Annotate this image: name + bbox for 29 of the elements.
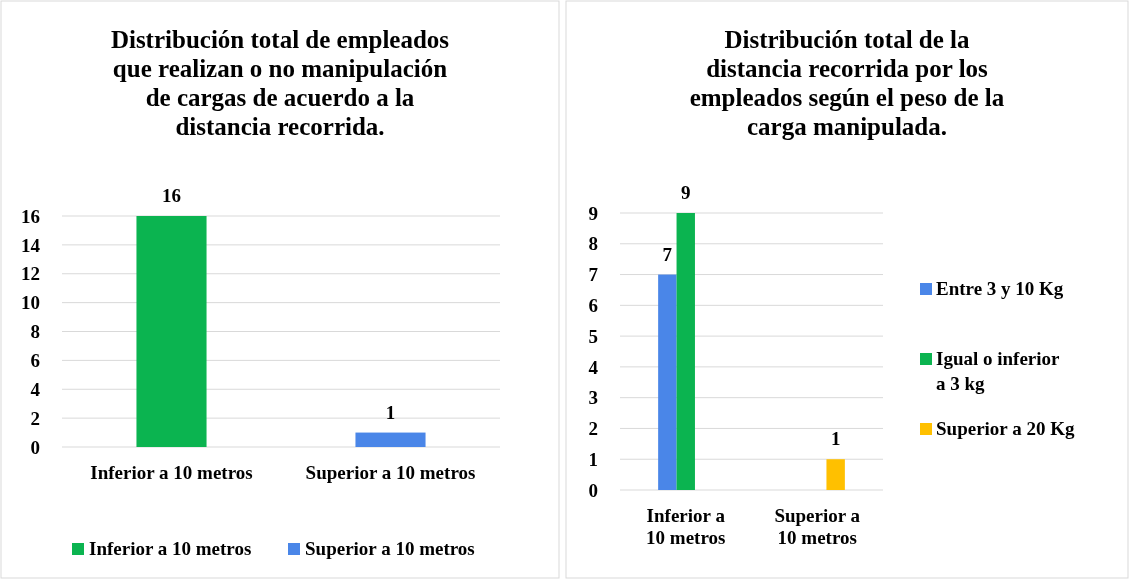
data-label: 7 (662, 243, 673, 265)
y-tick-label: 10 (21, 292, 40, 314)
y-tick-label: 14 (21, 234, 41, 256)
data-label: 16 (162, 185, 181, 206)
y-tick-label: 7 (588, 264, 599, 286)
data-label: 9 (681, 182, 691, 203)
data-label: 1 (830, 428, 841, 450)
legend-label: Entre 3 y 10 Kg (936, 278, 1064, 299)
y-tick-label: 0 (588, 479, 598, 501)
y-tick-label: 9 (588, 202, 598, 224)
legend-label: Superior a 20 Kg (936, 418, 1075, 439)
y-tick-label: 4 (588, 356, 599, 378)
y-tick-label: 0 (30, 436, 40, 458)
y-tick-label: 6 (30, 350, 40, 372)
y-tick-label: 3 (588, 387, 598, 409)
y-tick-label: 1 (588, 448, 598, 470)
legend-label: Igual o inferior a 3 kg (936, 348, 1061, 394)
data-label: 1 (385, 401, 396, 423)
y-tick-label: 5 (588, 325, 598, 347)
y-tick-label: 16 (21, 205, 40, 227)
y-tick-label: 12 (21, 263, 40, 285)
y-tick-label: 4 (30, 378, 41, 400)
y-tick-label: 6 (588, 294, 598, 316)
chart-title: Distribución total de la distancia recorrida por los empleados según el peso de la carga manipulada. (689, 26, 1005, 140)
chart-title: Distribución total de empleados que realizan o no manipulación de cargas de acuerdo a la distancia recorrida. (110, 26, 450, 140)
y-tick-label: 8 (588, 233, 598, 255)
y-tick-label: 2 (30, 407, 40, 429)
y-tick-label: 2 (588, 418, 598, 440)
y-tick-label: 8 (30, 321, 40, 343)
